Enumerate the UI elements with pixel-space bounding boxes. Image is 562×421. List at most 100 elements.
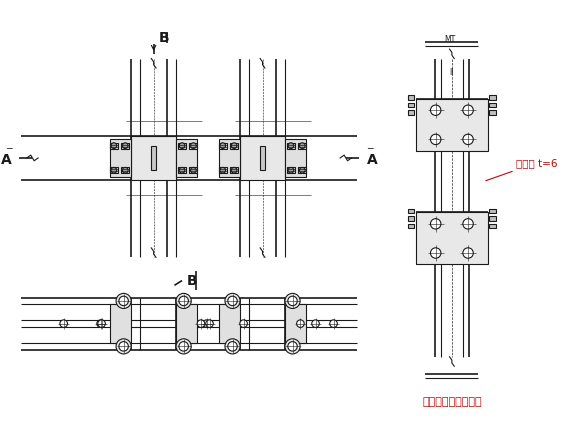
Circle shape <box>463 134 473 144</box>
Bar <box>416 212 488 264</box>
Bar <box>230 143 238 149</box>
Bar <box>490 224 496 229</box>
Circle shape <box>285 293 300 309</box>
Bar <box>287 143 295 149</box>
Bar <box>490 216 496 221</box>
Circle shape <box>228 296 237 306</box>
Circle shape <box>300 168 305 173</box>
Circle shape <box>220 143 225 149</box>
Bar <box>490 209 496 213</box>
Circle shape <box>123 168 128 173</box>
Circle shape <box>330 320 337 328</box>
Bar <box>178 143 186 149</box>
Text: A: A <box>1 153 12 167</box>
Text: B: B <box>187 274 197 288</box>
Circle shape <box>225 293 240 309</box>
Circle shape <box>232 168 237 173</box>
Circle shape <box>179 143 185 149</box>
Circle shape <box>430 248 441 258</box>
Bar <box>121 167 129 173</box>
Circle shape <box>288 168 294 173</box>
Circle shape <box>123 143 128 149</box>
Bar <box>285 304 306 343</box>
Circle shape <box>240 320 247 328</box>
Text: 框架柱－梁节点详图: 框架柱－梁节点详图 <box>422 397 482 407</box>
Text: ‾: ‾ <box>6 148 12 158</box>
Text: MT: MT <box>445 35 456 44</box>
Circle shape <box>288 341 297 351</box>
Circle shape <box>179 168 185 173</box>
Circle shape <box>228 341 237 351</box>
Bar <box>298 143 306 149</box>
Circle shape <box>60 320 67 328</box>
Bar <box>230 167 238 173</box>
Text: 加劲助 t=6: 加劲助 t=6 <box>486 158 558 181</box>
Bar <box>416 99 488 151</box>
Bar <box>408 95 415 100</box>
Bar <box>285 139 306 177</box>
Circle shape <box>116 339 131 354</box>
Bar <box>490 103 496 107</box>
Circle shape <box>97 320 105 328</box>
Bar <box>490 110 496 115</box>
Circle shape <box>288 143 294 149</box>
Bar <box>408 224 415 229</box>
Circle shape <box>179 296 188 306</box>
Circle shape <box>116 293 131 309</box>
Circle shape <box>98 320 105 328</box>
Circle shape <box>285 339 300 354</box>
Bar <box>110 139 131 177</box>
Bar <box>219 143 226 149</box>
Circle shape <box>297 320 304 328</box>
Bar <box>408 216 415 221</box>
Circle shape <box>119 296 128 306</box>
Text: ‾: ‾ <box>366 148 372 158</box>
Circle shape <box>176 293 191 309</box>
Bar <box>131 136 176 180</box>
Circle shape <box>176 339 191 354</box>
Circle shape <box>111 143 117 149</box>
Bar <box>110 143 118 149</box>
Bar <box>176 304 197 343</box>
Text: B: B <box>158 31 169 45</box>
Bar <box>151 146 156 170</box>
Circle shape <box>225 339 240 354</box>
Text: A: A <box>366 153 378 167</box>
Circle shape <box>463 105 473 115</box>
Circle shape <box>203 320 210 328</box>
Bar <box>219 139 240 177</box>
Circle shape <box>197 320 205 328</box>
Circle shape <box>430 105 441 115</box>
Circle shape <box>179 341 188 351</box>
Circle shape <box>206 320 214 328</box>
Bar <box>240 136 285 180</box>
Circle shape <box>463 218 473 229</box>
Circle shape <box>430 134 441 144</box>
Bar <box>121 143 129 149</box>
Circle shape <box>232 143 237 149</box>
Circle shape <box>220 168 225 173</box>
Circle shape <box>300 143 305 149</box>
Circle shape <box>430 218 441 229</box>
Circle shape <box>111 168 117 173</box>
Bar <box>110 167 118 173</box>
Bar <box>110 304 131 343</box>
Circle shape <box>119 341 128 351</box>
Circle shape <box>463 248 473 258</box>
Circle shape <box>288 296 297 306</box>
Bar <box>408 103 415 107</box>
Bar <box>408 209 415 213</box>
Circle shape <box>191 168 196 173</box>
Circle shape <box>312 320 319 328</box>
Bar <box>260 146 265 170</box>
Bar <box>176 139 197 177</box>
Bar <box>298 167 306 173</box>
Bar <box>408 110 415 115</box>
Bar <box>189 143 197 149</box>
Bar <box>219 304 240 343</box>
Bar <box>178 167 186 173</box>
Bar <box>189 167 197 173</box>
Circle shape <box>191 143 196 149</box>
Text: II: II <box>450 68 454 77</box>
Bar <box>287 167 295 173</box>
